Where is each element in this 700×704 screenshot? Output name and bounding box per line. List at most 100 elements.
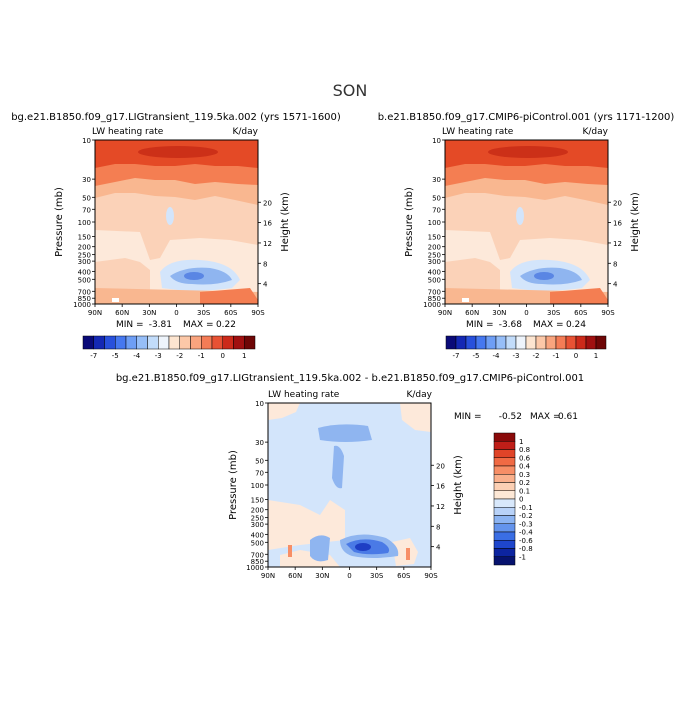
pressure-tick-label: 250	[251, 515, 264, 523]
panel-left-ylabel: Pressure (mb)	[54, 187, 65, 257]
panel-diff-min-value: -0.52	[499, 412, 522, 422]
pressure-tick-label: 70	[432, 206, 441, 214]
colorbar-label: -0.2	[519, 512, 533, 520]
panel-right-max-value: 0.24	[566, 320, 586, 330]
colorbar-label: -3	[155, 352, 162, 360]
panel-diff-ylabel-right: Height (km)	[453, 455, 464, 515]
colorbar-swatch	[211, 335, 223, 350]
colorbar-swatch	[115, 335, 127, 350]
panel-right-min-label: MIN =	[466, 320, 494, 330]
panel-right: b.e21.B1850.f09_g17.CMIP6-piControl.001 …	[378, 112, 675, 330]
colorbar-label: -4	[133, 352, 141, 360]
panel-left-title: bg.e21.B1850.f09_g17.LIGtransient_119.5k…	[11, 112, 341, 123]
colorbar-swatch	[535, 335, 547, 350]
field-surface-red	[200, 288, 258, 304]
colorbar-swatch	[565, 335, 577, 350]
pressure-tick-label: 150	[78, 233, 91, 241]
pressure-tick-label: 850	[78, 295, 91, 303]
panel-right-field	[444, 139, 609, 305]
panel-right-title: b.e21.B1850.f09_g17.CMIP6-piControl.001 …	[378, 112, 675, 123]
pressure-tick-label: 70	[255, 469, 264, 477]
lat-tick-label: 0	[347, 572, 351, 580]
field-red-spot-west	[288, 545, 292, 557]
panel-right-ticks: 1030507010015020025030040050070085010004…	[423, 137, 622, 317]
colorbar-label: -0.6	[519, 537, 533, 545]
colorbar-swatch	[158, 335, 170, 350]
colorbar-label: -2	[533, 352, 540, 360]
lat-tick-label: 30N	[492, 309, 506, 317]
pressure-tick-label: 30	[82, 176, 91, 184]
field-upper-blue	[516, 207, 524, 225]
pressure-tick-label: 400	[428, 268, 441, 276]
lat-tick-label: 0	[524, 309, 528, 317]
colorbar-swatch	[493, 531, 516, 541]
colorbar-swatch	[475, 335, 487, 350]
pressure-tick-label: 250	[78, 252, 91, 260]
panel-left-field	[94, 139, 259, 305]
colorbar-label: 1	[519, 438, 523, 446]
panel-left-max-value: 0.22	[216, 320, 236, 330]
colorbar-swatch	[493, 523, 516, 533]
lat-tick-label: 30S	[370, 572, 384, 580]
colorbar-swatch	[595, 335, 607, 350]
field-column-blue	[332, 445, 344, 489]
field-cream-ne	[400, 403, 431, 432]
field-mask	[112, 298, 119, 302]
panel-right-min-value: -3.68	[499, 320, 523, 330]
lat-tick-label: 90N	[261, 572, 275, 580]
pressure-tick-label: 300	[78, 258, 91, 266]
colorbar-label: 1	[594, 352, 598, 360]
colorbar-swatch	[515, 335, 527, 350]
colorbar-label: -5	[112, 352, 119, 360]
pressure-tick-label: 70	[82, 206, 91, 214]
colorbar-swatch	[455, 335, 467, 350]
lat-tick-label: 30S	[197, 309, 211, 317]
pressure-tick-label: 10	[82, 137, 91, 145]
colorbar-label: 0	[574, 352, 578, 360]
field-upper-blue	[318, 424, 372, 442]
colorbar-label: -7	[90, 352, 97, 360]
lat-tick-label: 90N	[88, 309, 102, 317]
colorbar-swatch	[585, 335, 597, 350]
panel-left-min-value: -3.81	[149, 320, 172, 330]
colorbar-label: 0	[221, 352, 225, 360]
colorbar-swatch	[493, 465, 516, 475]
colorbar-label: -0.4	[519, 529, 533, 537]
panel-right-units: K/day	[583, 127, 609, 137]
colorbar-swatch	[493, 515, 516, 524]
colorbar-swatch	[493, 449, 516, 458]
colorbar-label: 0.3	[519, 471, 530, 479]
pressure-tick-label: 500	[251, 539, 264, 547]
pressure-tick-label: 10	[255, 400, 264, 408]
colorbar-swatch	[575, 335, 587, 350]
pressure-tick-label: 250	[428, 252, 441, 260]
colorbar-right: -7 -5 -4 -3 -2 -1 0 1	[445, 335, 607, 360]
colorbar-diff: 10.80.60.40.30.20.10-0.1-0.2-0.3-0.4-0.6…	[493, 432, 533, 566]
height-tick-label: 4	[436, 544, 441, 552]
height-tick-label: 20	[613, 199, 622, 207]
lat-tick-label: 30S	[547, 309, 561, 317]
colorbar-swatch	[493, 540, 516, 549]
panel-diff: bg.e21.B1850.f09_g17.LIGtransient_119.5k…	[116, 373, 584, 580]
colorbar-label: -1	[553, 352, 560, 360]
panel-diff-variable: LW heating rate	[268, 390, 340, 400]
panel-diff-min-label: MIN =	[454, 412, 482, 422]
colorbar-label: 0.1	[519, 487, 530, 495]
colorbar-swatch	[493, 498, 516, 508]
height-tick-label: 12	[263, 240, 272, 248]
lat-tick-label: 90S	[251, 309, 265, 317]
height-tick-label: 20	[436, 462, 445, 470]
colorbar-swatch	[104, 335, 116, 350]
panel-right-max-label: MAX =	[533, 320, 564, 330]
field-tropopause-core	[488, 146, 568, 158]
colorbar-swatch	[201, 335, 213, 350]
pressure-tick-label: 50	[82, 194, 91, 202]
colorbar-label: 0.8	[519, 446, 530, 454]
lat-tick-label: 0	[174, 309, 178, 317]
panel-right-variable: LW heating rate	[442, 127, 514, 137]
lat-tick-label: 30N	[315, 572, 329, 580]
pressure-tick-label: 300	[428, 258, 441, 266]
lat-tick-label: 60N	[115, 309, 129, 317]
colorbar-swatch	[82, 335, 94, 350]
height-tick-label: 16	[613, 220, 622, 228]
